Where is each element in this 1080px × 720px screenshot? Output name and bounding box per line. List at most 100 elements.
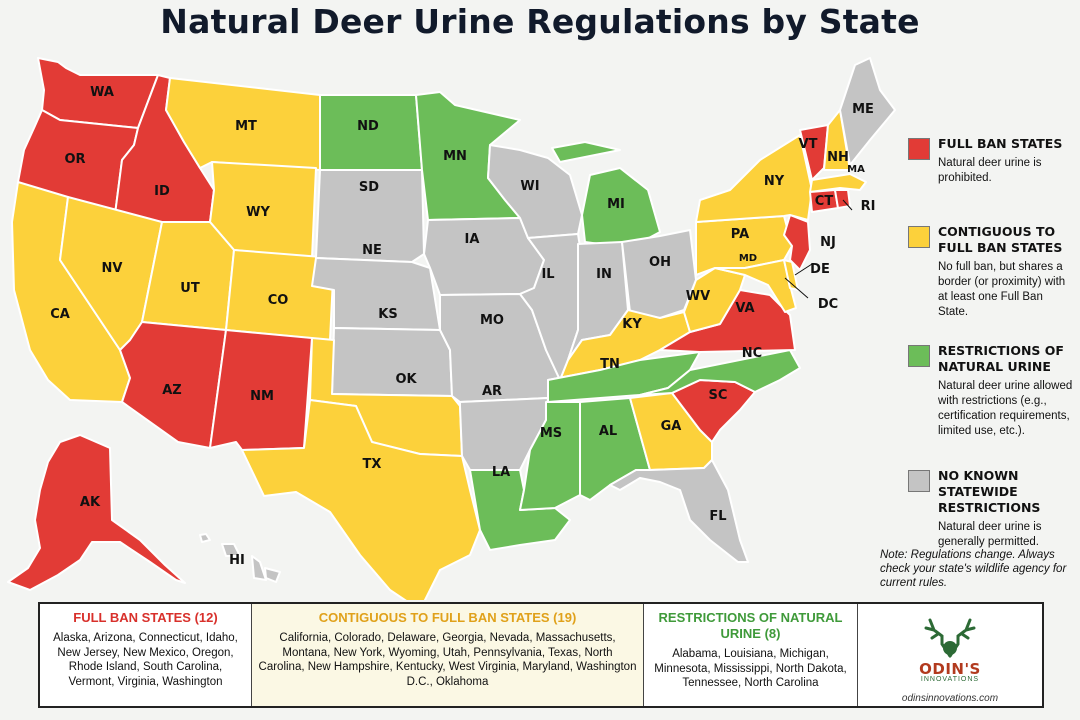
- label-ky: KY: [622, 317, 642, 332]
- us-map: WA OR ID MT ND MN SD WI MI WY NV NE IA I…: [7, 57, 896, 600]
- regulations-note: Note: Regulations change. Always check y…: [880, 549, 1067, 589]
- state-nc[interactable]: [639, 349, 801, 396]
- label-sd: SD: [359, 180, 379, 195]
- state-hi[interactable]: [199, 533, 211, 543]
- label-in: IN: [596, 267, 612, 282]
- summary-title-contiguous: CONTIGUOUS TO FULL BAN STATES (19): [318, 610, 577, 625]
- legend-swatch-contiguous: [908, 226, 930, 248]
- state-ks[interactable]: [331, 327, 453, 397]
- label-id: ID: [154, 184, 170, 199]
- label-sc: SC: [709, 388, 728, 403]
- page-title: Natural Deer Urine Regulations by State: [160, 2, 920, 41]
- summary-restrictions: RESTRICTIONS OF NATURAL URINE (8) Alabam…: [644, 604, 858, 706]
- label-nv: NV: [102, 261, 123, 276]
- state-mi[interactable]: [551, 141, 621, 163]
- label-az: AZ: [162, 383, 182, 398]
- label-ia: IA: [465, 232, 480, 247]
- legend-full-ban: FULL BAN STATES Natural deer urine is pr…: [908, 136, 1076, 186]
- label-wy: WY: [246, 205, 270, 220]
- label-me: ME: [852, 102, 874, 117]
- label-oh: OH: [649, 255, 671, 270]
- state-ny[interactable]: [695, 134, 813, 223]
- label-tx: TX: [363, 457, 382, 472]
- state-hi-3[interactable]: [251, 555, 267, 581]
- pointer-line-dc: [784, 277, 809, 299]
- legend-title-full-ban: FULL BAN STATES: [938, 136, 1063, 151]
- state-oh[interactable]: [621, 229, 697, 319]
- state-hi-2[interactable]: [221, 543, 241, 557]
- legend-restrictions: RESTRICTIONS OF NATURAL URINE Natural de…: [908, 343, 1076, 439]
- state-fl[interactable]: [609, 459, 749, 563]
- label-mi: MI: [607, 197, 625, 212]
- state-wv[interactable]: [683, 267, 746, 333]
- summary-contiguous: CONTIGUOUS TO FULL BAN STATES (19) Calif…: [252, 604, 644, 706]
- label-mo: MO: [480, 313, 504, 328]
- state-de[interactable]: [783, 259, 799, 291]
- state-hi-4[interactable]: [264, 567, 281, 583]
- legend-desc-contiguous: No full ban, but shares a border (or pro…: [938, 261, 1066, 318]
- summary-title-restrictions: RESTRICTIONS OF NATURAL URINE (8): [658, 610, 843, 641]
- label-fl: FL: [709, 509, 726, 524]
- website-url[interactable]: odinsinnovations.com: [901, 693, 999, 704]
- label-ar: AR: [482, 384, 502, 399]
- label-de: DE: [810, 262, 830, 277]
- legend-title-contiguous: CONTIGUOUS TO FULL BAN STATES: [938, 224, 1063, 255]
- state-tx[interactable]: [241, 399, 481, 600]
- state-nj[interactable]: [783, 214, 811, 271]
- label-ct: CT: [815, 194, 834, 209]
- label-ok: OK: [395, 372, 417, 387]
- pointer-line-ri: [842, 199, 853, 211]
- label-ri: RI: [861, 199, 876, 214]
- legend-desc-restrictions: Natural deer urine allowed with restrict…: [938, 380, 1073, 437]
- label-nh: NH: [827, 150, 849, 165]
- summary-list-full-ban: Alaska, Arizona, Connecticut, Idaho, New…: [53, 632, 238, 688]
- legend-contiguous: CONTIGUOUS TO FULL BAN STATES No full ba…: [908, 224, 1076, 320]
- summary-list-restrictions: Alabama, Louisiana, Michigan, Minnesota,…: [654, 648, 847, 689]
- summary-list-contiguous: California, Colorado, Delaware, Georgia,…: [258, 632, 637, 688]
- label-ks: KS: [378, 307, 397, 322]
- state-me[interactable]: [839, 57, 896, 166]
- summary-title-full-ban: FULL BAN STATES (12): [73, 610, 218, 625]
- legend-desc-none: Natural deer urine is generally permitte…: [938, 521, 1042, 548]
- legend-swatch-none: [908, 470, 930, 492]
- label-ga: GA: [661, 419, 682, 434]
- label-vt: VT: [799, 137, 818, 152]
- label-co: CO: [268, 293, 289, 308]
- label-nc: NC: [742, 346, 762, 361]
- pointer-line-de: [794, 263, 813, 276]
- label-wi: WI: [520, 179, 539, 194]
- label-dc: DC: [818, 297, 838, 312]
- label-la: LA: [492, 465, 510, 480]
- legend-swatch-restrictions: [908, 345, 930, 367]
- legend-none: NO KNOWN STATEWIDE RESTRICTIONS Natural …: [908, 468, 1076, 550]
- label-ca: CA: [50, 307, 70, 322]
- label-va: VA: [735, 301, 754, 316]
- legend-desc-full-ban: Natural deer urine is prohibited.: [938, 157, 1042, 184]
- label-or: OR: [64, 152, 85, 167]
- summary-full-ban: FULL BAN STATES (12) Alaska, Arizona, Co…: [40, 604, 252, 706]
- label-il: IL: [541, 267, 554, 282]
- label-ut: UT: [180, 281, 200, 296]
- label-ma: MA: [847, 164, 865, 175]
- legend-swatch-full-ban: [908, 138, 930, 160]
- legend-title-none: NO KNOWN STATEWIDE RESTRICTIONS: [938, 468, 1041, 515]
- logo-name: ODIN'S: [919, 660, 981, 678]
- label-tn: TN: [600, 357, 620, 372]
- state-nh[interactable]: [823, 109, 851, 171]
- antler-logo-icon: [924, 618, 976, 658]
- state-ak[interactable]: [7, 434, 186, 591]
- legend-title-restrictions: RESTRICTIONS OF NATURAL URINE: [938, 343, 1064, 374]
- label-mt: MT: [235, 119, 257, 134]
- label-al: AL: [599, 424, 617, 439]
- label-nj: NJ: [820, 235, 836, 250]
- state-md[interactable]: [714, 259, 797, 313]
- summary-logo-cell: ODIN'S INNOVATIONS odinsinnovations.com: [858, 604, 1042, 706]
- label-wv: WV: [686, 289, 710, 304]
- label-ak: AK: [80, 495, 101, 510]
- label-ny: NY: [764, 174, 785, 189]
- label-mn: MN: [443, 149, 467, 164]
- state-sd[interactable]: [315, 169, 425, 263]
- label-nm: NM: [250, 389, 274, 404]
- label-hi: HI: [229, 553, 245, 568]
- label-ne: NE: [362, 243, 382, 258]
